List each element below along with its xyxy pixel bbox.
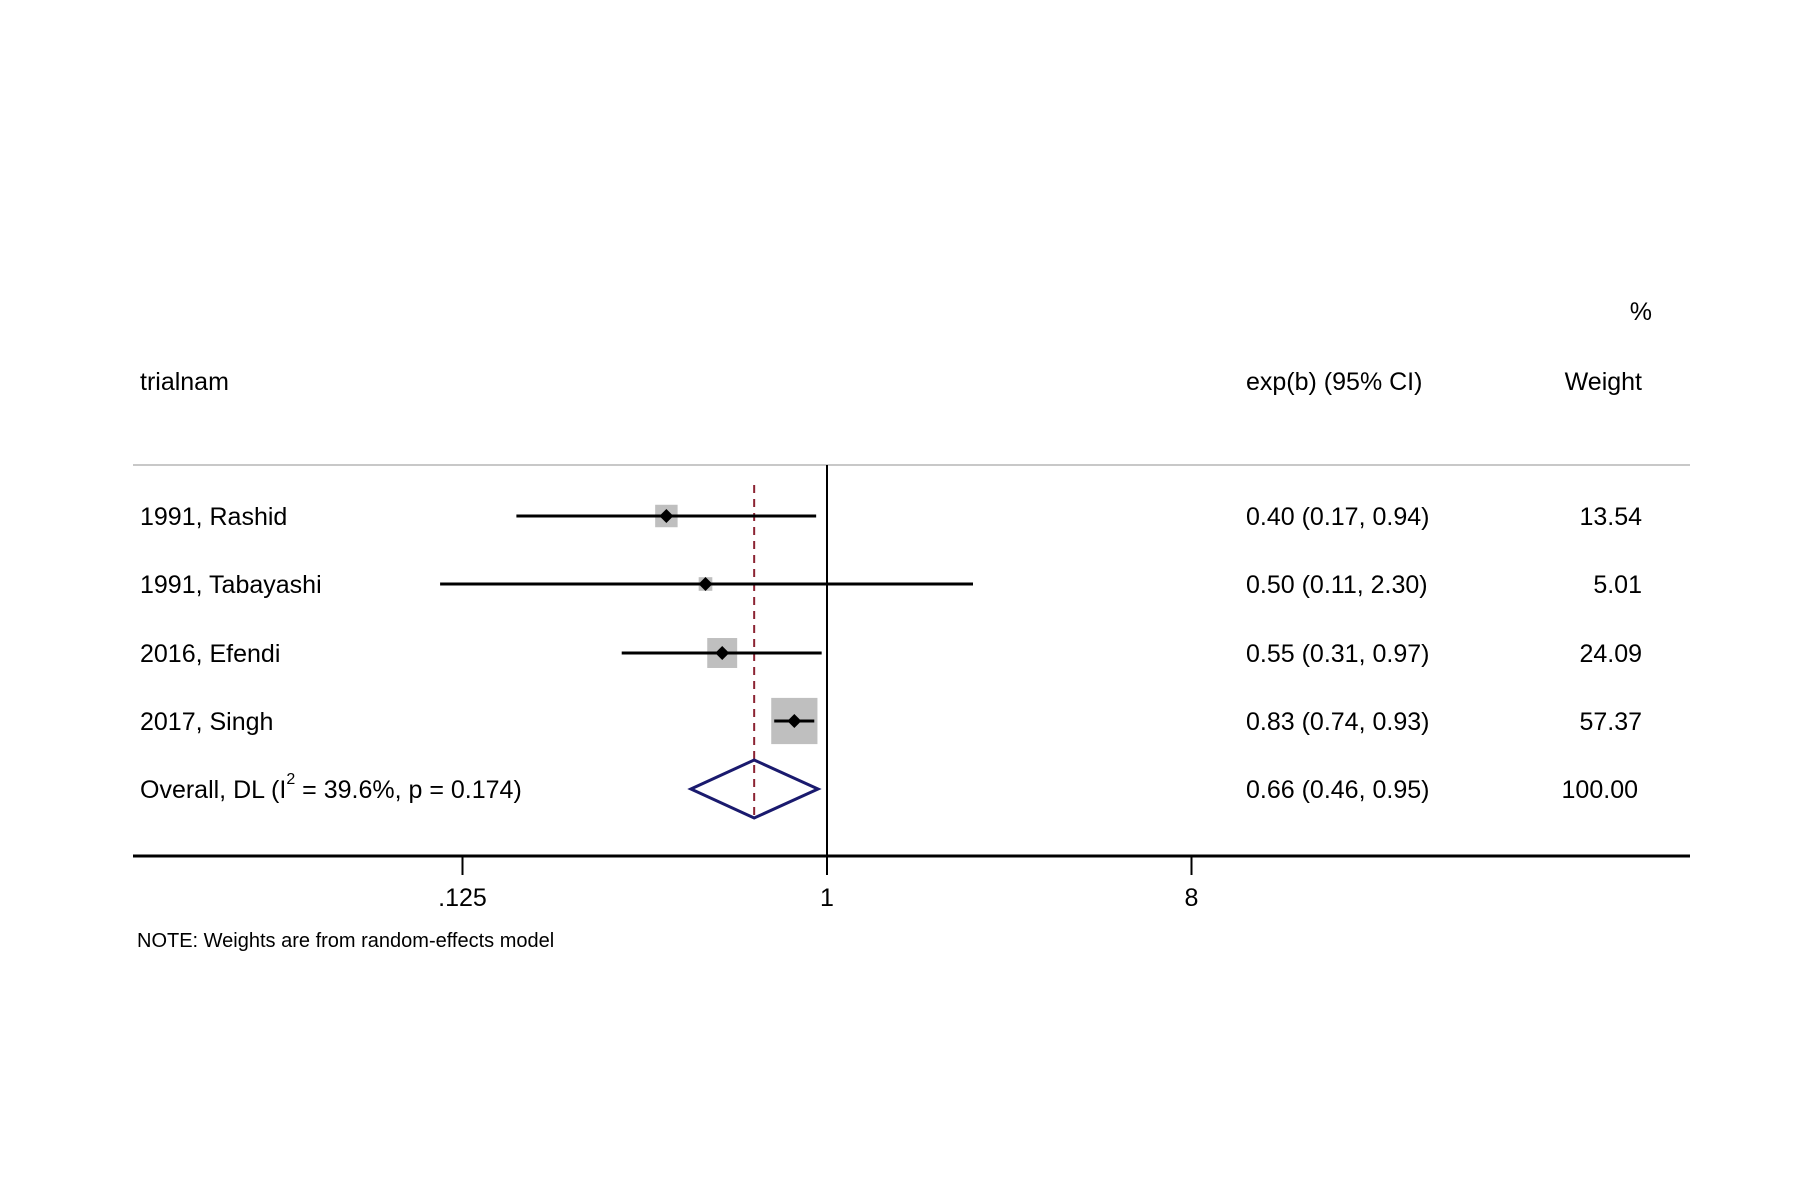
overall-weight-text: 100.00 (1562, 776, 1638, 804)
study-weight-text: 5.01 (1593, 571, 1642, 599)
study-ci-text: 0.40 (0.17, 0.94) (1246, 503, 1429, 531)
study-label: 1991, Rashid (140, 503, 287, 531)
x-tick-label: 1 (820, 884, 834, 912)
point-estimate-marker (659, 509, 674, 523)
point-estimate-marker (715, 646, 730, 660)
study-ci-text: 0.55 (0.31, 0.97) (1246, 640, 1429, 668)
study-weight-text: 24.09 (1579, 640, 1642, 668)
note-text: NOTE: Weights are from random-effects mo… (137, 930, 554, 952)
header-study: trialnam (140, 368, 229, 396)
header-weight-percent: % (1630, 298, 1652, 326)
point-estimate-marker (787, 714, 802, 728)
study-label: 2016, Efendi (140, 640, 280, 668)
study-label: 1991, Tabayashi (140, 571, 322, 599)
x-tick-label: 8 (1185, 884, 1199, 912)
study-ci-text: 0.83 (0.74, 0.93) (1246, 708, 1429, 736)
point-estimate-marker (698, 577, 713, 591)
overall-label: Overall, DL (I2 = 39.6%, p = 0.174) (140, 771, 522, 804)
overall-diamond (687, 758, 822, 820)
study-label: 2017, Singh (140, 708, 273, 736)
header-weight: Weight (1565, 368, 1642, 396)
study-ci-text: 0.50 (0.11, 2.30) (1246, 571, 1428, 599)
study-weight-text: 13.54 (1579, 503, 1642, 531)
x-tick-label: .125 (438, 884, 487, 912)
study-weight-text: 57.37 (1579, 708, 1642, 736)
overall-ci-text: 0.66 (0.46, 0.95) (1246, 776, 1429, 804)
header-effect: exp(b) (95% CI) (1246, 368, 1422, 396)
